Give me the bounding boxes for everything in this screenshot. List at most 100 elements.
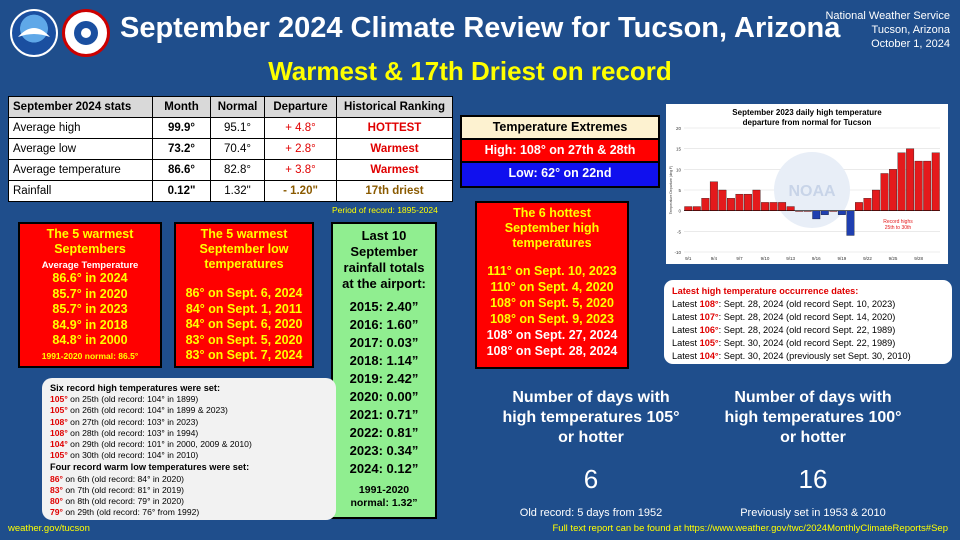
table-cell: 1.32" [210,180,265,202]
list-item: Latest 106°: Sept. 28, 2024 (old record … [672,324,944,337]
record-detail: on 26th (old record: 104° in 1899 & 2023… [67,405,228,416]
list-item: 2020: 0.00” [349,389,419,404]
page-subtitle: Warmest & 17th Driest on record [268,56,672,86]
days-105-heading: Number of days with high temperatures 10… [502,389,680,446]
record-detail: : Sept. 28, 2024 (old record Sept. 14, 2… [718,312,896,322]
table-row: Average temperature 86.6° 82.8° + 3.8° W… [8,159,453,181]
list-item: 85.7° in 2023 [52,302,128,316]
chart-bar [863,198,872,211]
x-tick-label: 9/13 [786,256,795,261]
records-low-list: 86° on 6th (old record: 84° in 2020) 83° … [50,474,328,519]
page-title: September 2024 Climate Review for Tucson… [120,12,841,44]
chart-annotation: 25th to 30th [885,225,912,231]
record-detail: on 29th (old record: 101° in 2000, 2009 … [67,439,252,450]
table-cell: Average high [8,117,153,139]
table-header: Normal [210,96,265,118]
y-tick-label: 15 [676,147,682,152]
table-cell: Average low [8,138,153,160]
item-prefix: Latest [672,351,700,361]
table-cell: + 3.8° [264,159,337,181]
list-item: 2016: 1.60” [349,317,419,332]
table-cell: Warmest [336,138,453,160]
days-105-note: Old record: 5 days from 1952 [519,507,663,519]
hottest-highs-title: The 6 hottest September high temperature… [504,206,600,250]
list-item: Latest 108°: Sept. 28, 2024 (old record … [672,298,944,311]
chart-bar [692,206,701,211]
x-tick-label: 9/7 [736,256,743,261]
table-cell: + 4.8° [264,117,337,139]
record-detail: : Sept. 30, 2024 (previously set Sept. 3… [718,351,911,361]
chart-bar [872,189,880,211]
list-item: 2024: 0.12” [349,461,419,476]
list-item: 105° on 30th (old record: 104° in 2010) [50,450,328,461]
record-temp: 105° [50,394,68,405]
rainfall-box: Last 10 September rainfall totals at the… [331,222,437,519]
records-high-list: 105° on 25th (old record: 104° in 1899) 1… [50,394,328,461]
list-item: Latest 105°: Sept. 30, 2024 (old record … [672,337,944,350]
chart-title: departure from normal for Tucson [743,118,872,127]
x-tick-label: 9/10 [761,256,770,261]
chart-bar [761,202,769,211]
departure-chart-svg: September 2023 daily high temperaturedep… [669,108,940,261]
record-temp: 79° [50,507,63,518]
item-prefix: Latest [672,299,700,309]
footer-website-link[interactable]: weather.gov/tucson [8,523,90,534]
table-cell: - 1.20" [264,180,337,202]
warmest-septembers-title: The 5 warmest Septembers [46,227,134,256]
chart-bar [727,198,735,211]
y-tick-label: 0 [678,209,681,214]
footer-report-link[interactable]: Full text report can be found at https:/… [552,523,948,534]
list-item: 84.9° in 2018 [52,317,128,332]
extremes-high: High: 108° on 27th & 28th [462,140,658,163]
days-100-heading: Number of days with high temperatures 10… [724,389,902,446]
table-header: Departure [264,96,337,118]
stats-table: September 2024 stats Month Normal Depart… [8,96,453,202]
record-detail: : Sept. 30, 2024 (old record Sept. 22, 1… [718,338,896,348]
record-temp: 104° [699,351,719,361]
item-prefix: Latest [672,338,700,348]
record-detail: on 6th (old record: 84° in 2020) [63,473,184,484]
table-header: Month [152,96,211,118]
chart-bar [786,206,795,211]
table-row: Rainfall 0.12" 1.32" - 1.20" 17th driest [8,180,453,202]
record-temp: 86° [50,473,63,484]
record-detail: on 7th (old record: 81° in 2019) [63,484,184,495]
latest-title: Latest high temperature occurrence dates… [672,286,859,296]
list-item: 86° on Sept. 6, 2024 [185,286,303,300]
list-item: 2021: 0.71” [349,407,419,422]
list-item: 108° on Sept. 9, 2023 [490,312,614,326]
record-temp: 105° [50,450,68,461]
days-100-number: 16 [798,464,828,494]
warmest-septembers-box: The 5 warmest Septembers Average Tempera… [18,222,162,368]
temperature-extremes: Temperature Extremes High: 108° on 27th … [460,115,660,188]
y-tick-label: 10 [676,167,682,172]
list-item: 105° on 25th (old record: 104° in 1899) [50,394,328,405]
record-temp: 104° [50,439,68,450]
list-item: 85.7° in 2020 [52,286,128,301]
list-item: 108° on Sept. 27, 2024 [486,328,618,342]
warmest-septembers-subtitle: Average Temperature [41,260,139,271]
list-item: 83° on 7th (old record: 81° in 2019) [50,485,328,496]
table-cell: 0.12" [152,180,211,202]
x-tick-label: 9/1 [685,256,692,261]
table-row: Average high 99.9° 95.1° + 4.8° HOTTEST [8,117,453,139]
chart-bar [709,181,718,211]
record-detail: on 29th (old record: 76° from 1992) [63,507,200,518]
nws-logo [62,9,110,57]
chart-bar [906,148,915,211]
y-tick-label: -10 [674,250,681,255]
record-temp: 108° [50,427,68,438]
list-item: 105° on 26th (old record: 104° in 1899 &… [50,405,328,416]
list-item: Latest 107°: Sept. 28, 2024 (old record … [672,311,944,324]
y-tick-label: 5 [678,188,681,193]
nws-emblem-icon [74,21,98,45]
rainfall-normal-label: 1991-2020 [358,484,410,496]
table-cell: HOTTEST [336,117,453,139]
warmest-septembers-normal: 1991-2020 normal: 86.5° [41,350,139,361]
chart-bar [744,193,752,211]
record-temp: 106° [699,325,719,335]
chart-bar [769,202,778,211]
rainfall-normal-value: normal: 1.32” [350,497,418,509]
chart-bar [889,169,897,211]
days-105-number: 6 [583,464,599,494]
